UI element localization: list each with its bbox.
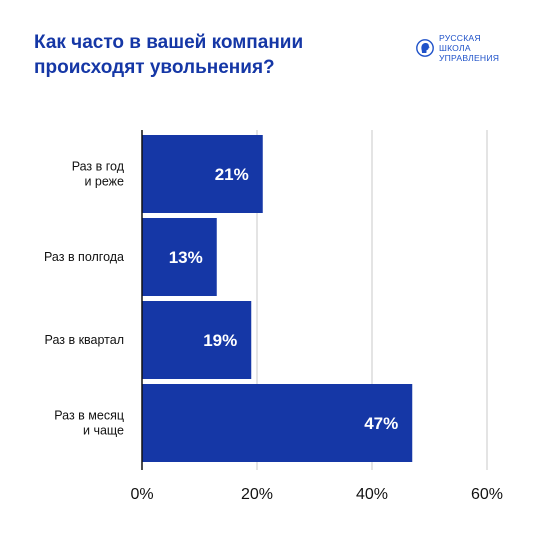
brand-logo: РУССКАЯ ШКОЛА УПРАВЛЕНИЯ — [416, 33, 499, 63]
rsh-profile-logo-icon — [416, 39, 434, 57]
bar-2 — [142, 301, 252, 379]
value-label-2: 19% — [203, 331, 237, 350]
x-tick-label-0: 0% — [130, 486, 153, 503]
x-tick-label-3: 60% — [471, 486, 503, 503]
chart-title: Как часто в вашей компании происходят ув… — [34, 30, 364, 80]
logo-text: РУССКАЯ ШКОЛА УПРАВЛЕНИЯ — [439, 33, 499, 63]
value-label-3: 47% — [364, 414, 398, 433]
x-tick-label-1: 20% — [241, 486, 273, 503]
category-label-3-0: Раз в месяц — [54, 409, 124, 423]
title-line-2: происходят увольнения? — [34, 57, 275, 78]
value-label-1: 13% — [169, 248, 203, 267]
logo-line-3: УПРАВЛЕНИЯ — [439, 53, 500, 63]
bar-1 — [142, 218, 217, 296]
category-label-0-0: Раз в год — [72, 160, 125, 174]
value-label-0: 21% — [215, 165, 249, 184]
logo-line-2: ШКОЛА — [439, 43, 471, 53]
category-label-2-0: Раз в квартал — [45, 333, 124, 347]
category-label-1-0: Раз в полгода — [44, 250, 124, 264]
title-line-1: Как часто в вашей компании — [34, 32, 304, 53]
category-label-3-1: и чаще — [83, 424, 124, 438]
x-tick-label-2: 40% — [356, 486, 388, 503]
bar-3 — [142, 384, 413, 462]
bar-0 — [142, 135, 263, 213]
logo-line-1: РУССКАЯ — [439, 33, 481, 43]
category-label-0-1: и реже — [84, 175, 124, 189]
